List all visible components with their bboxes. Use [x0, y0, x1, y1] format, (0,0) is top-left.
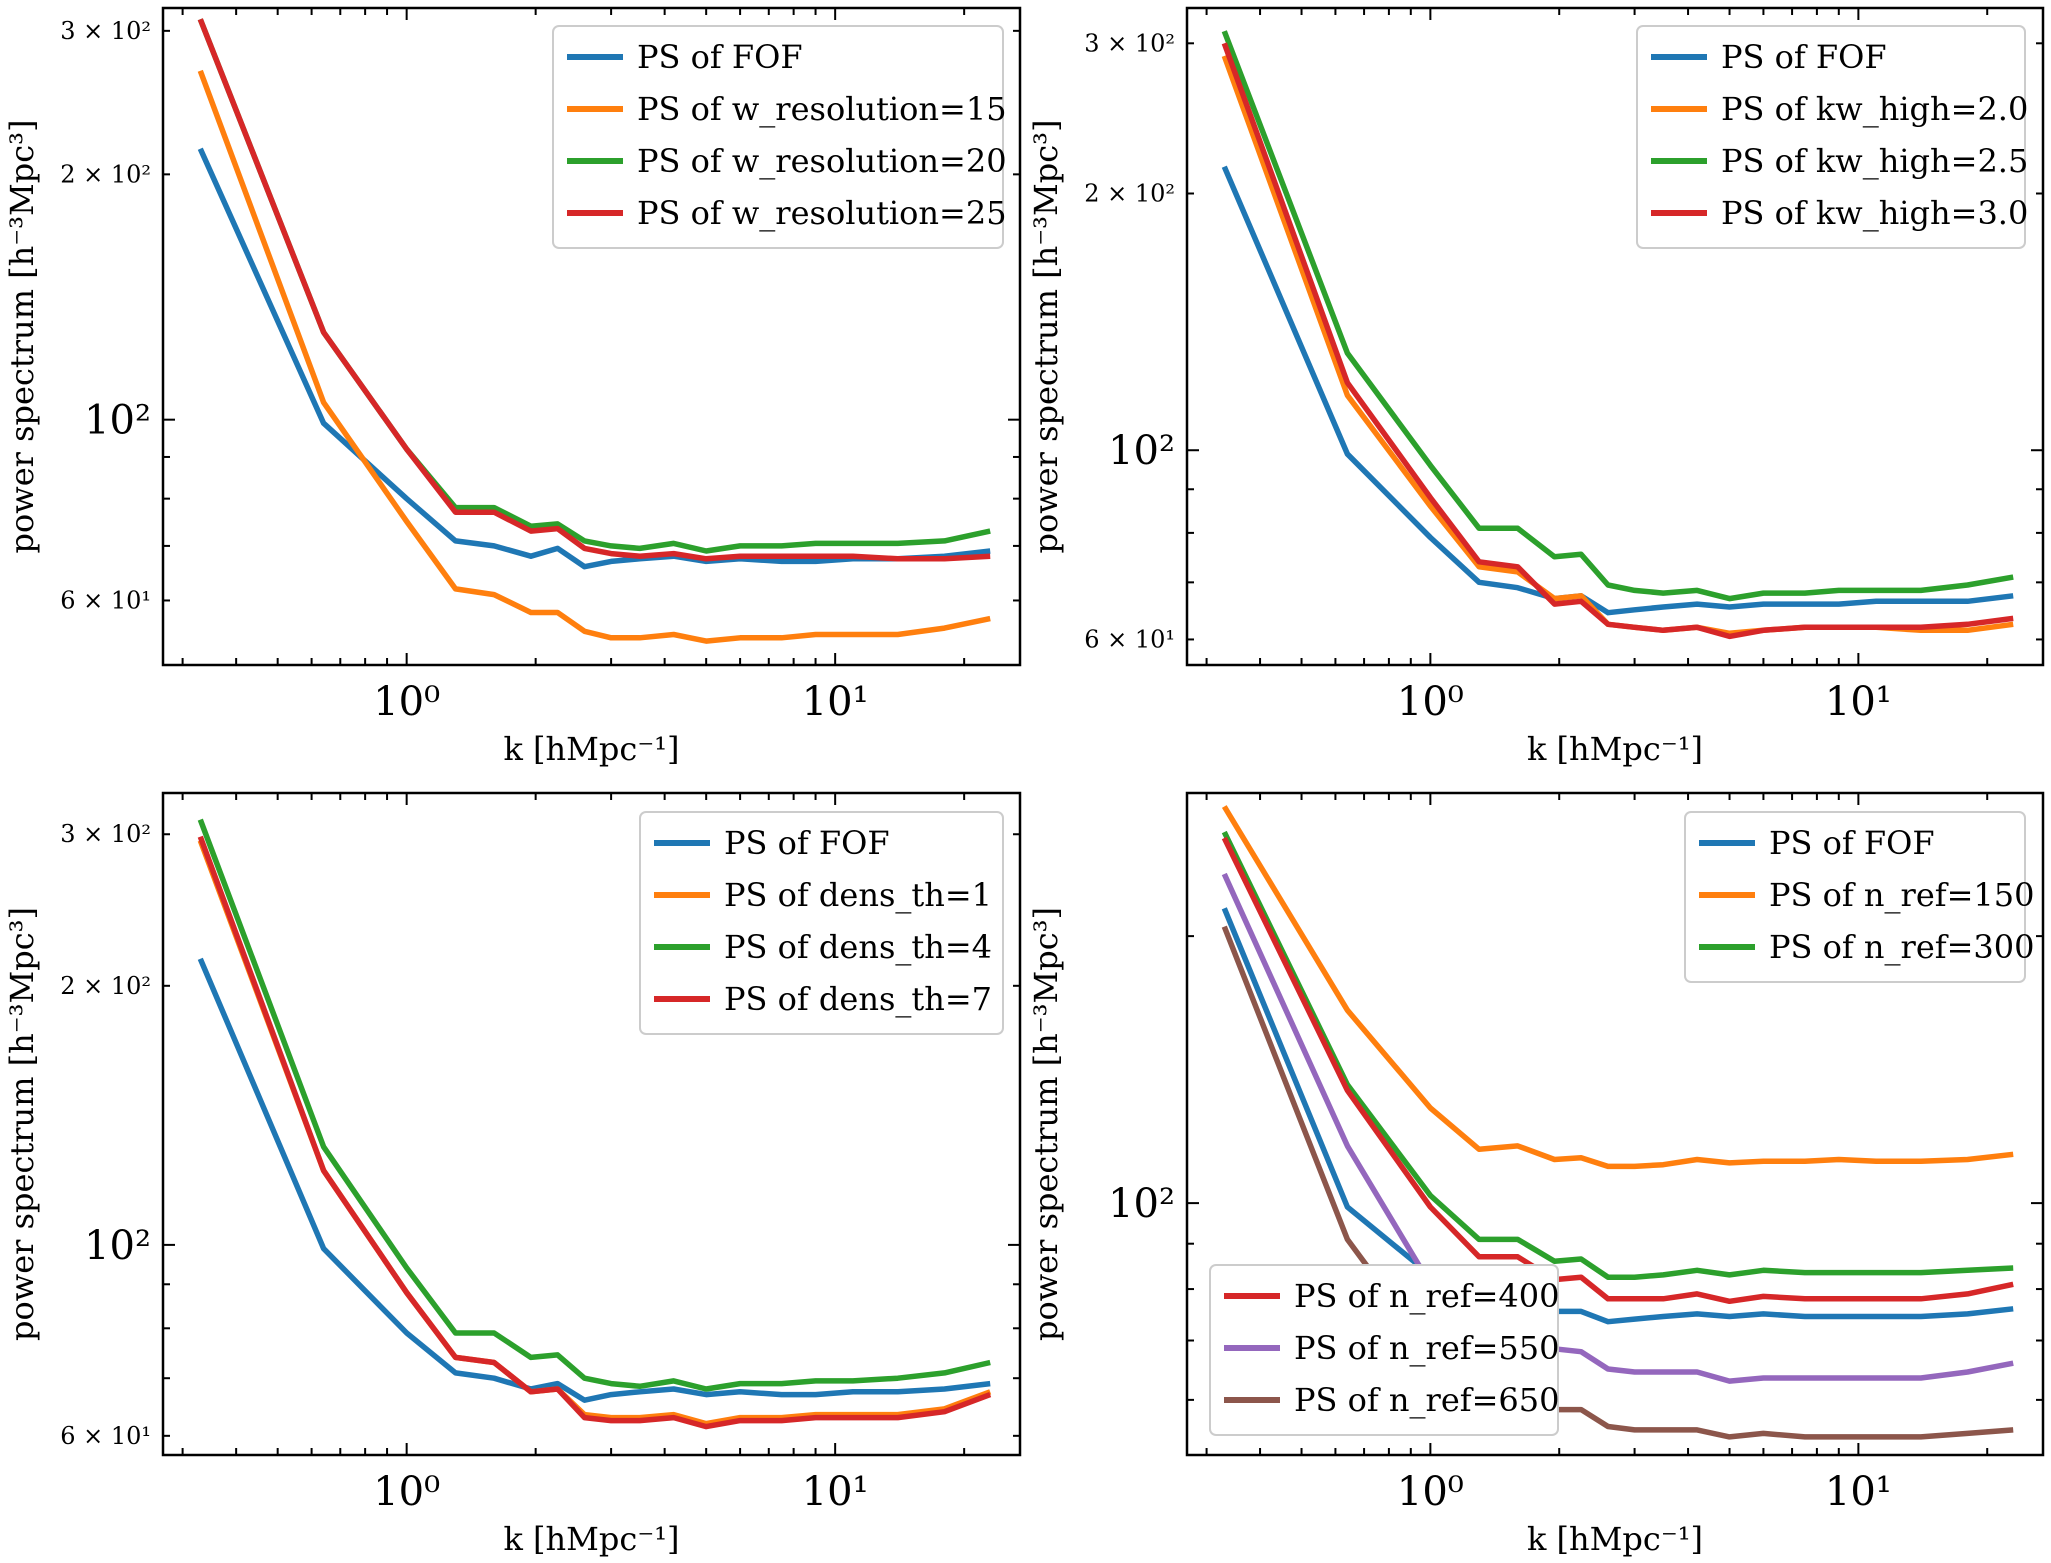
- y-ticks: [163, 833, 1020, 1437]
- y-tick-label: 6 × 10¹: [60, 1422, 151, 1450]
- y-ticks: [1187, 42, 2043, 641]
- plot-area: [1221, 30, 2014, 640]
- legend-label: PS of n_ref=150: [1769, 876, 2034, 914]
- y-tick-label: 3 × 10²: [60, 17, 151, 45]
- panel-1: 10⁰ 10¹ 6 × 10¹ 10² 2 × 10² 3 × 10² k [hMpc⁻¹]…: [3, 6, 1022, 768]
- x-ticks: [181, 793, 966, 1455]
- series-line-4: [1221, 836, 2014, 1305]
- x-axis-label: k [hMpc⁻¹]: [1527, 1520, 1703, 1558]
- legend-label: PS of w_resolution=15: [637, 90, 1007, 128]
- legend-label: PS of FOF: [1721, 38, 1887, 76]
- x-tick-label: 10⁰: [373, 679, 440, 725]
- legend-label: PS of n_ref=400: [1294, 1277, 1559, 1315]
- panel-3: 10⁰ 10¹ 6 × 10¹ 10² 2 × 10² 3 × 10² k [hMpc⁻¹]…: [3, 791, 1022, 1558]
- y-tick-label: 6 × 10¹: [60, 586, 151, 614]
- y-axis-label: power spectrum [h⁻³Mpc³]: [3, 907, 41, 1341]
- legend: PS of FOF PS of w_resolution=15 PS of w_re…: [552, 25, 1007, 249]
- y-tick-label: 3 × 10²: [1084, 29, 1175, 57]
- legend-label: PS of dens_th=4: [724, 928, 992, 966]
- legend-label: PS of kw_high=2.5: [1721, 142, 2028, 180]
- y-tick-label: 2 × 10²: [1084, 179, 1175, 207]
- y-tick-label: 10²: [1108, 1181, 1175, 1227]
- legend-label: PS of dens_th=7: [724, 980, 992, 1018]
- x-tick-label: 10¹: [802, 679, 869, 725]
- panel-2: 10⁰ 10¹ 6 × 10¹ 10² 2 × 10² 3 × 10² k [hMpc⁻¹]…: [1027, 6, 2045, 768]
- series-line-2: [1221, 805, 2014, 1170]
- panel-4: 10⁰ 10¹ 10² k [hMpc⁻¹] power spectrum [h⁻³Mp…: [1027, 791, 2045, 1558]
- legend-box: [1684, 811, 2026, 983]
- x-axis-label: k [hMpc⁻¹]: [503, 730, 679, 768]
- y-ticks: [1187, 935, 2043, 1401]
- legend-box: [639, 811, 1004, 1035]
- y-tick-label: 10²: [1108, 428, 1175, 474]
- y-tick-label: 6 × 10¹: [1084, 625, 1175, 653]
- y-tick-label: 2 × 10²: [60, 972, 151, 1000]
- series-line-3: [197, 18, 991, 554]
- series-line-4: [197, 18, 991, 562]
- y-tick-label: 3 × 10²: [60, 820, 151, 848]
- legend-box: [1636, 25, 2026, 249]
- axes-frame: [1185, 791, 2045, 1457]
- legend-label: PS of w_resolution=25: [637, 194, 1007, 232]
- series-line-3: [1221, 830, 2014, 1280]
- y-tick-label: 2 × 10²: [60, 160, 151, 188]
- x-tick-label: 10⁰: [373, 1469, 440, 1515]
- y-tick-label: 10²: [84, 1223, 151, 1269]
- axes-frame: [161, 791, 1022, 1457]
- series-line-1: [197, 957, 991, 1403]
- plot-area: [197, 18, 991, 644]
- axes-frame: [161, 6, 1022, 667]
- x-ticks: [1205, 793, 1989, 1455]
- y-axis-label: power spectrum [h⁻³Mpc³]: [1027, 907, 1065, 1341]
- plot-area: [1221, 805, 2014, 1440]
- x-tick-label: 10⁰: [1397, 679, 1464, 725]
- legend: PS of FOF PS of n_ref=150 PS of n_ref=300: [1684, 811, 2034, 983]
- legend-label: PS of n_ref=650: [1294, 1381, 1559, 1419]
- y-tick-label: 10²: [84, 398, 151, 444]
- legend-box: [1209, 1264, 1559, 1436]
- legend-secondary: PS of n_ref=400 PS of n_ref=550 PS of n_re…: [1209, 1264, 1559, 1436]
- x-ticks: [181, 8, 966, 665]
- axes-frame: [1185, 6, 2045, 667]
- series-line-3: [1221, 30, 2014, 602]
- series-line-2: [197, 69, 991, 644]
- legend-label: PS of kw_high=2.0: [1721, 90, 2028, 128]
- x-tick-label: 10¹: [1825, 679, 1892, 725]
- y-axis-label: power spectrum [h⁻³Mpc³]: [1027, 120, 1065, 554]
- legend-box: [552, 25, 1004, 249]
- series-line-1: [1221, 165, 2014, 616]
- x-tick-label: 10¹: [802, 1469, 869, 1515]
- x-tick-label: 10¹: [1825, 1469, 1892, 1515]
- x-ticks: [1205, 8, 1989, 665]
- x-axis-label: k [hMpc⁻¹]: [503, 1520, 679, 1558]
- legend-label: PS of dens_th=1: [724, 876, 992, 914]
- legend: PS of FOF PS of kw_high=2.0 PS of kw_high=…: [1636, 25, 2028, 249]
- legend-label: PS of FOF: [1769, 824, 1935, 862]
- y-axis-label: power spectrum [h⁻³Mpc³]: [3, 120, 41, 554]
- series-line-4: [197, 835, 992, 1430]
- legend: PS of FOF PS of dens_th=1 PS of dens_th=4 P…: [639, 811, 1004, 1035]
- legend-label: PS of kw_high=3.0: [1721, 194, 2028, 232]
- legend-label: PS of n_ref=550: [1294, 1329, 1559, 1367]
- legend-label: PS of FOF: [724, 824, 890, 862]
- x-axis-label: k [hMpc⁻¹]: [1527, 730, 1703, 768]
- legend-label: PS of w_resolution=20: [637, 142, 1007, 180]
- series-line-4: [1221, 42, 2014, 640]
- series-line-3: [197, 818, 991, 1392]
- x-tick-label: 10⁰: [1397, 1469, 1464, 1515]
- y-ticks: [163, 29, 1020, 666]
- legend-label: PS of n_ref=300: [1769, 928, 2034, 966]
- plot-area: [197, 818, 992, 1430]
- legend-label: PS of FOF: [637, 38, 803, 76]
